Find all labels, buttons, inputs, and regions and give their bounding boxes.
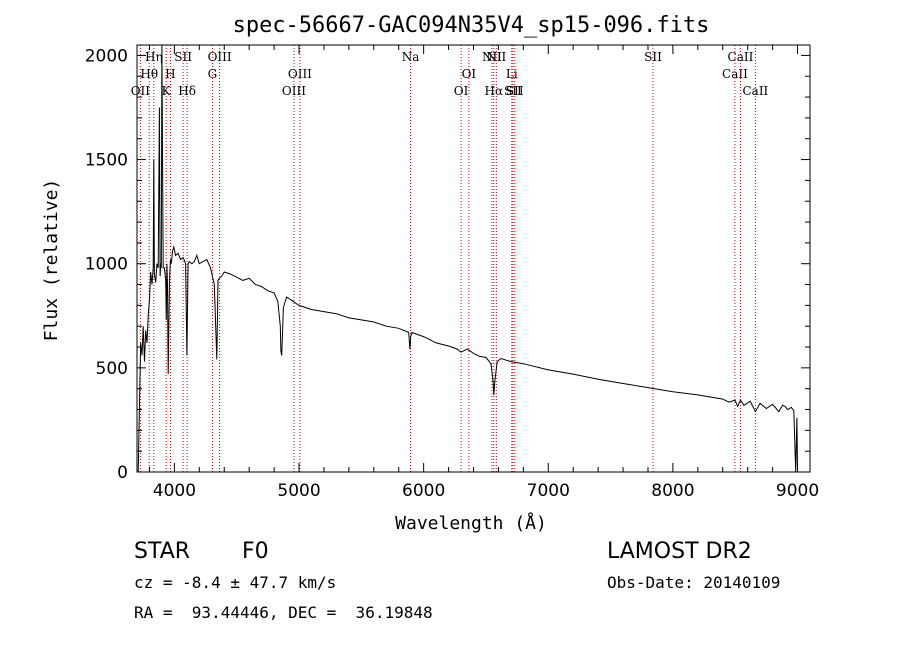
x-tick-label: 7000 — [527, 481, 570, 501]
spectrum-line — [137, 44, 798, 473]
marker-label: SII — [504, 84, 522, 98]
marker-label: SII — [174, 50, 192, 64]
x-tick-label: 4000 — [153, 481, 196, 501]
emission-line-markers: OII Hθ Hη KH SII Hδ G OIII OIII OIII Na OI OI NII Hα NI… — [131, 45, 769, 472]
survey-name: LAMOST DR2 — [607, 539, 752, 564]
marker-label: CaII — [722, 67, 748, 81]
marker-label: OII — [131, 84, 151, 98]
x-tick-label: 8000 — [651, 481, 694, 501]
x-axis-label: Wavelength (Å) — [395, 512, 547, 534]
y-tick-label: 0 — [117, 463, 128, 483]
marker-label: SII — [644, 50, 662, 64]
x-tick-label: 9000 — [776, 481, 819, 501]
marker-label: SII — [506, 84, 524, 98]
marker-label: Hα — [485, 84, 504, 98]
object-class: STAR — [134, 539, 191, 564]
marker-label: CaII — [728, 50, 754, 64]
marker-label: NII — [486, 50, 506, 64]
marker-label: Na — [402, 50, 420, 64]
marker-label: CaII — [742, 84, 768, 98]
redshift-info: cz = -8.4 ± 47.7 km/s — [134, 573, 337, 592]
y-tick-label: 1000 — [85, 255, 128, 275]
plot-axes: 4000 5000 6000 7000 8000 9000 0 500 1000 1500 2000 — [85, 44, 819, 501]
marker-label: K — [162, 84, 172, 98]
y-axis-label: Flux (relative) — [41, 179, 62, 342]
marker-label: Li — [506, 67, 518, 81]
object-subclass: F0 — [242, 539, 269, 564]
marker-label: OIII — [282, 84, 306, 98]
marker-label: G — [208, 67, 218, 81]
plot-frame — [136, 44, 811, 473]
observation-date: Obs-Date: 20140109 — [607, 573, 781, 592]
y-tick-label: 1500 — [85, 151, 128, 171]
coordinates: RA = 93.44446, DEC = 36.19848 — [134, 603, 433, 622]
y-tick-label: 2000 — [85, 46, 128, 66]
marker-label: NII — [482, 50, 502, 64]
x-tick-label: 5000 — [277, 481, 320, 501]
marker-label: OIII — [208, 50, 232, 64]
marker-label: OI — [462, 67, 477, 81]
marker-label: OI — [454, 84, 469, 98]
marker-label: H — [165, 67, 175, 81]
y-tick-label: 500 — [96, 359, 128, 379]
marker-label: Hδ — [178, 84, 196, 98]
marker-label: Hη — [145, 50, 163, 64]
marker-label: Hθ — [140, 67, 158, 81]
marker-label: OIII — [288, 67, 312, 81]
x-tick-label: 6000 — [402, 481, 445, 501]
chart-title: spec-56667-GAC094N35V4_sp15-096.fits — [233, 13, 710, 38]
